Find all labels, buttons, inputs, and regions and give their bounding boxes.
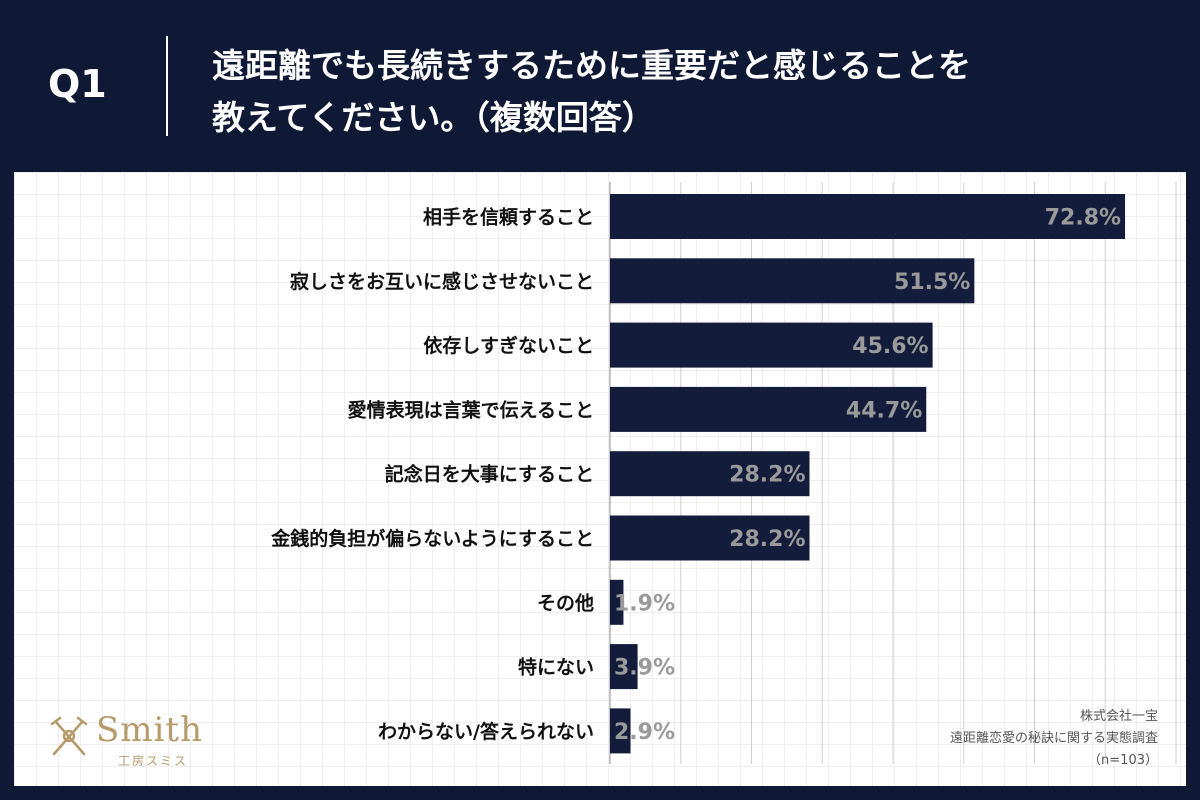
value-label: 3.9% (614, 656, 675, 681)
logo-subtext: 工房スミス (118, 754, 189, 768)
category-label: 相手を信頼すること (423, 206, 594, 229)
bar (610, 194, 1126, 239)
category-label: 寂しさをお互いに感じさせないこと (290, 270, 594, 293)
header-divider (166, 36, 168, 136)
category-label: その他 (537, 591, 594, 614)
header: Q1 遠距離でも長続きするために重要だと感じることを 教えてください。（複数回答… (0, 0, 1200, 172)
bar (610, 258, 975, 304)
question-line-2: 教えてください。（複数回答） (212, 98, 655, 137)
bar (610, 708, 631, 754)
chart-panel: 相手を信頼すること 72.8% 寂しさをお互いに感じさせないこと 51.5% 依存しすぎ… (14, 172, 1186, 786)
value-label: 28.2% (729, 463, 805, 488)
value-label: 72.8% (1045, 206, 1121, 231)
bar (610, 386, 927, 432)
category-label: 記念日を大事にすること (385, 463, 594, 486)
bar (610, 451, 810, 497)
value-label: 51.5% (894, 270, 970, 295)
question-line-1: 遠距離でも長続きするために重要だと感じることを (212, 46, 971, 85)
logo-text: Smith (96, 710, 203, 750)
category-label: 特にない (518, 657, 594, 679)
question-text: 遠距離でも長続きするために重要だと感じることを 教えてください。（複数回答） (212, 40, 1112, 144)
bar (610, 515, 810, 561)
category-label: 愛情表現は言葉で伝えること (348, 398, 594, 421)
value-label: 44.7% (846, 398, 922, 423)
source-note: 株式会社一宝 遠距離恋愛の秘訣に関する実態調査 （n=103） (950, 706, 1158, 772)
smith-logo: Smith 工房スミス (46, 708, 236, 772)
category-label: 金銭的負担が偏らないようにすること (270, 527, 594, 550)
source-survey: 遠距離恋愛の秘訣に関する実態調査 (949, 731, 1158, 746)
value-label: 1.9% (614, 591, 675, 616)
category-label: 依存しすぎないこと (423, 334, 594, 357)
source-company: 株式会社一宝 (1079, 709, 1158, 724)
category-label: わからない/答えられない (378, 720, 594, 743)
value-label: 28.2% (729, 527, 805, 552)
bar-chart: 相手を信頼すること 72.8% 寂しさをお互いに感じさせないこと 51.5% 依存しすぎ… (270, 182, 1177, 764)
bar (610, 644, 638, 690)
bar (610, 579, 624, 625)
bar (610, 322, 933, 368)
value-label: 45.6% (852, 334, 928, 359)
question-number: Q1 (48, 62, 107, 106)
source-sample: （n=103） (1088, 753, 1158, 768)
value-label: 2.9% (614, 720, 675, 745)
crossed-tools-icon (50, 716, 88, 756)
